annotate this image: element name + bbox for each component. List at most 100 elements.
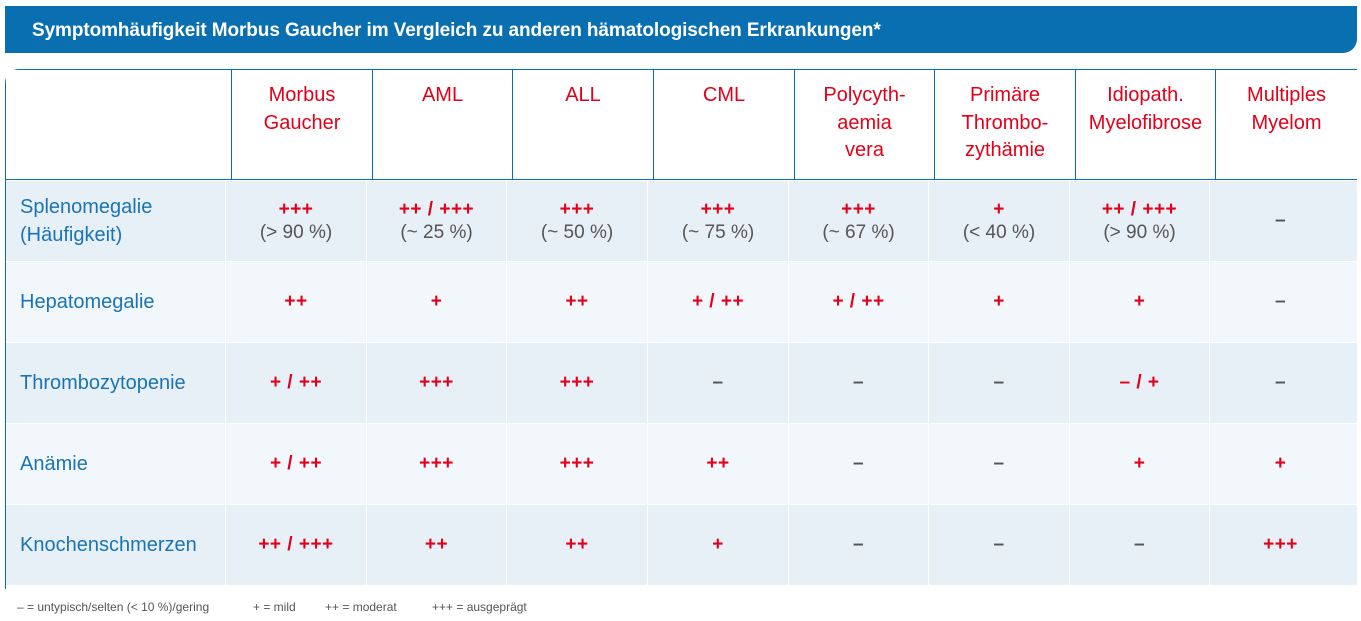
table-cell-idiopath-myelofibrose: +	[1069, 262, 1209, 342]
severity-symbol: –	[852, 534, 865, 555]
table-cell-multiples-myelom: +	[1209, 424, 1351, 504]
column-header-label: CML	[702, 84, 746, 106]
column-header-idiopath-myelofibrose: Idiopath. Myelofibrose	[1075, 70, 1215, 179]
severity-symbol: –	[1274, 372, 1287, 393]
row-label: Anämie	[20, 453, 88, 475]
title-bar: Symptomhäufigkeit Morbus Gaucher im Verg…	[5, 6, 1357, 53]
table-cell-multiples-myelom: +++	[1209, 505, 1351, 585]
table-cell-morbus-gaucher: ++	[225, 262, 366, 342]
table-cell-aml: ++ / +++ (~ 25 %)	[366, 181, 506, 261]
row-label: Hepatomegalie	[20, 291, 155, 313]
severity-symbol: +++	[700, 198, 736, 220]
table-cell-aml: +++	[366, 424, 506, 504]
column-header-label: ALL	[565, 84, 601, 106]
table-cell-aml: ++	[366, 505, 506, 585]
severity-symbol: +	[993, 291, 1005, 312]
table-title: Symptomhäufigkeit Morbus Gaucher im Verg…	[32, 20, 881, 41]
column-header-primaere-thrombozythaemie: Primäre Thrombo- zythämie	[934, 70, 1075, 179]
severity-symbol: +++	[559, 198, 595, 220]
table-cell-all: +++ (~ 50 %)	[506, 181, 647, 261]
table-cell-primaere-thrombozythaemie: –	[928, 343, 1069, 423]
table-cell-idiopath-myelofibrose: –	[1069, 505, 1209, 585]
column-header-polycythaemia-vera: Polycyth- aemia vera	[794, 70, 934, 179]
frequency-percent: (~ 50 %)	[540, 221, 614, 243]
severity-symbol: –	[852, 372, 865, 393]
severity-symbol: –	[1133, 534, 1146, 555]
frequency-percent: (~ 25 %)	[400, 221, 473, 243]
frequency-percent: (< 40 %)	[962, 221, 1036, 243]
table-cell-cml: + / ++	[647, 262, 788, 342]
severity-symbol: +	[1274, 453, 1287, 474]
table-cell-primaere-thrombozythaemie: +	[928, 262, 1069, 342]
severity-symbol: ++	[565, 534, 589, 555]
severity-symbol: ++ / +++	[258, 534, 334, 555]
severity-symbol: + / ++	[269, 453, 323, 474]
legend-item-moderate: ++ = moderat	[325, 600, 397, 614]
severity-symbol: +	[712, 534, 724, 555]
severity-symbol: ++ / +++	[1101, 198, 1178, 220]
table-cell-morbus-gaucher: ++ / +++	[225, 505, 366, 585]
severity-symbol: ++	[565, 291, 589, 312]
severity-symbol: +	[1133, 453, 1146, 474]
severity-symbol: –	[1274, 291, 1287, 312]
row-label: Splenomegalie (Häufigkeit)	[20, 196, 153, 246]
severity-symbol: –	[993, 372, 1005, 393]
column-header-all: ALL	[512, 70, 653, 179]
table-cell-primaere-thrombozythaemie: –	[928, 505, 1069, 585]
table-cell-multiples-myelom: –	[1209, 343, 1351, 423]
frequency-percent: (~ 67 %)	[822, 221, 895, 243]
table-cell-morbus-gaucher: + / ++	[225, 424, 366, 504]
table-cell-primaere-thrombozythaemie: –	[928, 424, 1069, 504]
table-cell-all: +++	[506, 424, 647, 504]
table-cell-cml: –	[647, 343, 788, 423]
severity-symbol: + / ++	[269, 372, 323, 393]
severity-symbol: +	[993, 198, 1005, 220]
table-cell-polycythaemia-vera: +++ (~ 67 %)	[788, 181, 928, 261]
severity-symbol: –	[1274, 210, 1287, 231]
column-header-label: Multiples Myelom	[1247, 84, 1326, 134]
column-header-multiples-myelom: Multiples Myelom	[1215, 70, 1357, 179]
table-cell-primaere-thrombozythaemie: + (< 40 %)	[928, 181, 1069, 261]
column-header-label: Morbus Gaucher	[263, 84, 341, 134]
legend-item-mild: + = mild	[253, 600, 296, 614]
table-cell-idiopath-myelofibrose: ++ / +++ (> 90 %)	[1069, 181, 1209, 261]
column-header-label: Primäre Thrombo- zythämie	[961, 84, 1049, 161]
table-cell-multiples-myelom: –	[1209, 181, 1351, 261]
severity-symbol: +++	[1263, 534, 1298, 555]
severity-symbol: –	[712, 372, 724, 393]
table-cell-idiopath-myelofibrose: +	[1069, 424, 1209, 504]
table-cell-multiples-myelom: –	[1209, 262, 1351, 342]
severity-symbol: –	[993, 453, 1005, 474]
table-cell-polycythaemia-vera: –	[788, 343, 928, 423]
table-row-anaemie: Anämie + / ++ +++ +++ ++ – – + +	[6, 424, 1357, 505]
severity-symbol: +	[1133, 291, 1146, 312]
table-header-row: Morbus Gaucher AML ALL CML Polycyth- aemia v…	[6, 70, 1357, 180]
severity-symbol: +	[430, 291, 443, 312]
table-cell-idiopath-myelofibrose: – / +	[1069, 343, 1209, 423]
table-cell-aml: +++	[366, 343, 506, 423]
column-header-aml: AML	[372, 70, 512, 179]
table-row-thrombozytopenie: Thrombozytopenie + / ++ +++ +++ – – – – / + –	[6, 343, 1357, 424]
table-cell-cml: +	[647, 505, 788, 585]
severity-symbol: + / ++	[832, 291, 885, 312]
table-cell-cml: +++ (~ 75 %)	[647, 181, 788, 261]
severity-symbol: +++	[559, 372, 595, 393]
frequency-percent: (> 90 %)	[259, 221, 333, 243]
severity-symbol: +++	[419, 453, 454, 474]
severity-symbol: +++	[419, 372, 454, 393]
severity-symbol: + / ++	[691, 291, 745, 312]
row-label: Thrombozytopenie	[20, 372, 186, 394]
legend-item-pronounced: +++ = ausgeprägt	[432, 600, 527, 614]
table-row-hepatomegalie: Hepatomegalie ++ + ++ + / ++ + / ++ + + –	[6, 262, 1357, 343]
row-label: Knochenschmerzen	[20, 534, 197, 556]
severity-symbol: +++	[841, 198, 876, 220]
severity-symbol: +++	[559, 453, 595, 474]
severity-symbol: –	[993, 534, 1005, 555]
column-header-label: AML	[421, 84, 464, 106]
table-cell-all: ++	[506, 505, 647, 585]
table-cell-cml: ++	[647, 424, 788, 504]
table-cell-morbus-gaucher: +++ (> 90 %)	[225, 181, 366, 261]
table-row-knochenschmerzen: Knochenschmerzen ++ / +++ ++ ++ + – – – +++	[6, 505, 1357, 586]
severity-symbol: –	[852, 453, 865, 474]
severity-symbol: – / +	[1119, 372, 1160, 393]
